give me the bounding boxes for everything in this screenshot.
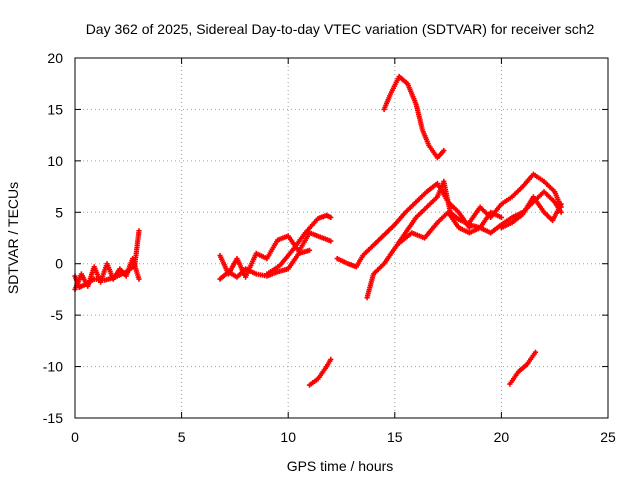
y-tick-label: 0 — [55, 256, 63, 272]
x-tick-label: 0 — [71, 429, 79, 445]
data-point-markers — [364, 178, 504, 301]
y-tick-label: 15 — [47, 101, 63, 117]
data-point-markers — [334, 180, 472, 270]
y-tick-label: -10 — [43, 359, 63, 375]
series-arc-mid-3 — [264, 212, 334, 277]
series-arc-high-1 — [381, 73, 447, 161]
series-arc-mid-4 — [334, 180, 472, 270]
series-arc-late-2 — [466, 171, 564, 226]
chart-title: Day 362 of 2025, Sidereal Day-to-day VTE… — [86, 21, 595, 37]
y-tick-label: -5 — [51, 307, 64, 323]
y-tick-label: 10 — [47, 153, 63, 169]
data-point-markers — [217, 230, 334, 280]
x-tick-label: 25 — [600, 429, 616, 445]
series-arc-low-1 — [306, 356, 334, 388]
series-arc-mid-5 — [364, 178, 504, 301]
data-point-markers — [264, 212, 334, 277]
x-tick-label: 5 — [178, 429, 186, 445]
x-tick-label: 15 — [387, 429, 403, 445]
series-arc-low-2 — [507, 349, 539, 387]
axis-ticks: 0 5 10 15 20 25 -15 -10 -5 0 5 10 15 20 — [43, 50, 616, 445]
series-arc-mid-2 — [217, 230, 334, 280]
y-tick-label: -15 — [43, 410, 63, 426]
x-tick-label: 20 — [494, 429, 510, 445]
data-point-markers — [498, 194, 564, 231]
y-axis-label: SDTVAR / TECUs — [5, 182, 21, 294]
data-points — [72, 73, 564, 388]
plot-frame — [74, 57, 609, 419]
y-tick-label: 20 — [47, 50, 63, 66]
x-axis-label: GPS time / hours — [287, 458, 394, 474]
data-point-markers — [381, 73, 447, 161]
data-point-markers — [466, 171, 564, 226]
data-point-markers — [306, 356, 334, 388]
data-point-markers — [507, 349, 539, 387]
series-arc-late-3 — [498, 194, 564, 231]
y-tick-label: 5 — [55, 204, 63, 220]
x-tick-label: 10 — [280, 429, 296, 445]
